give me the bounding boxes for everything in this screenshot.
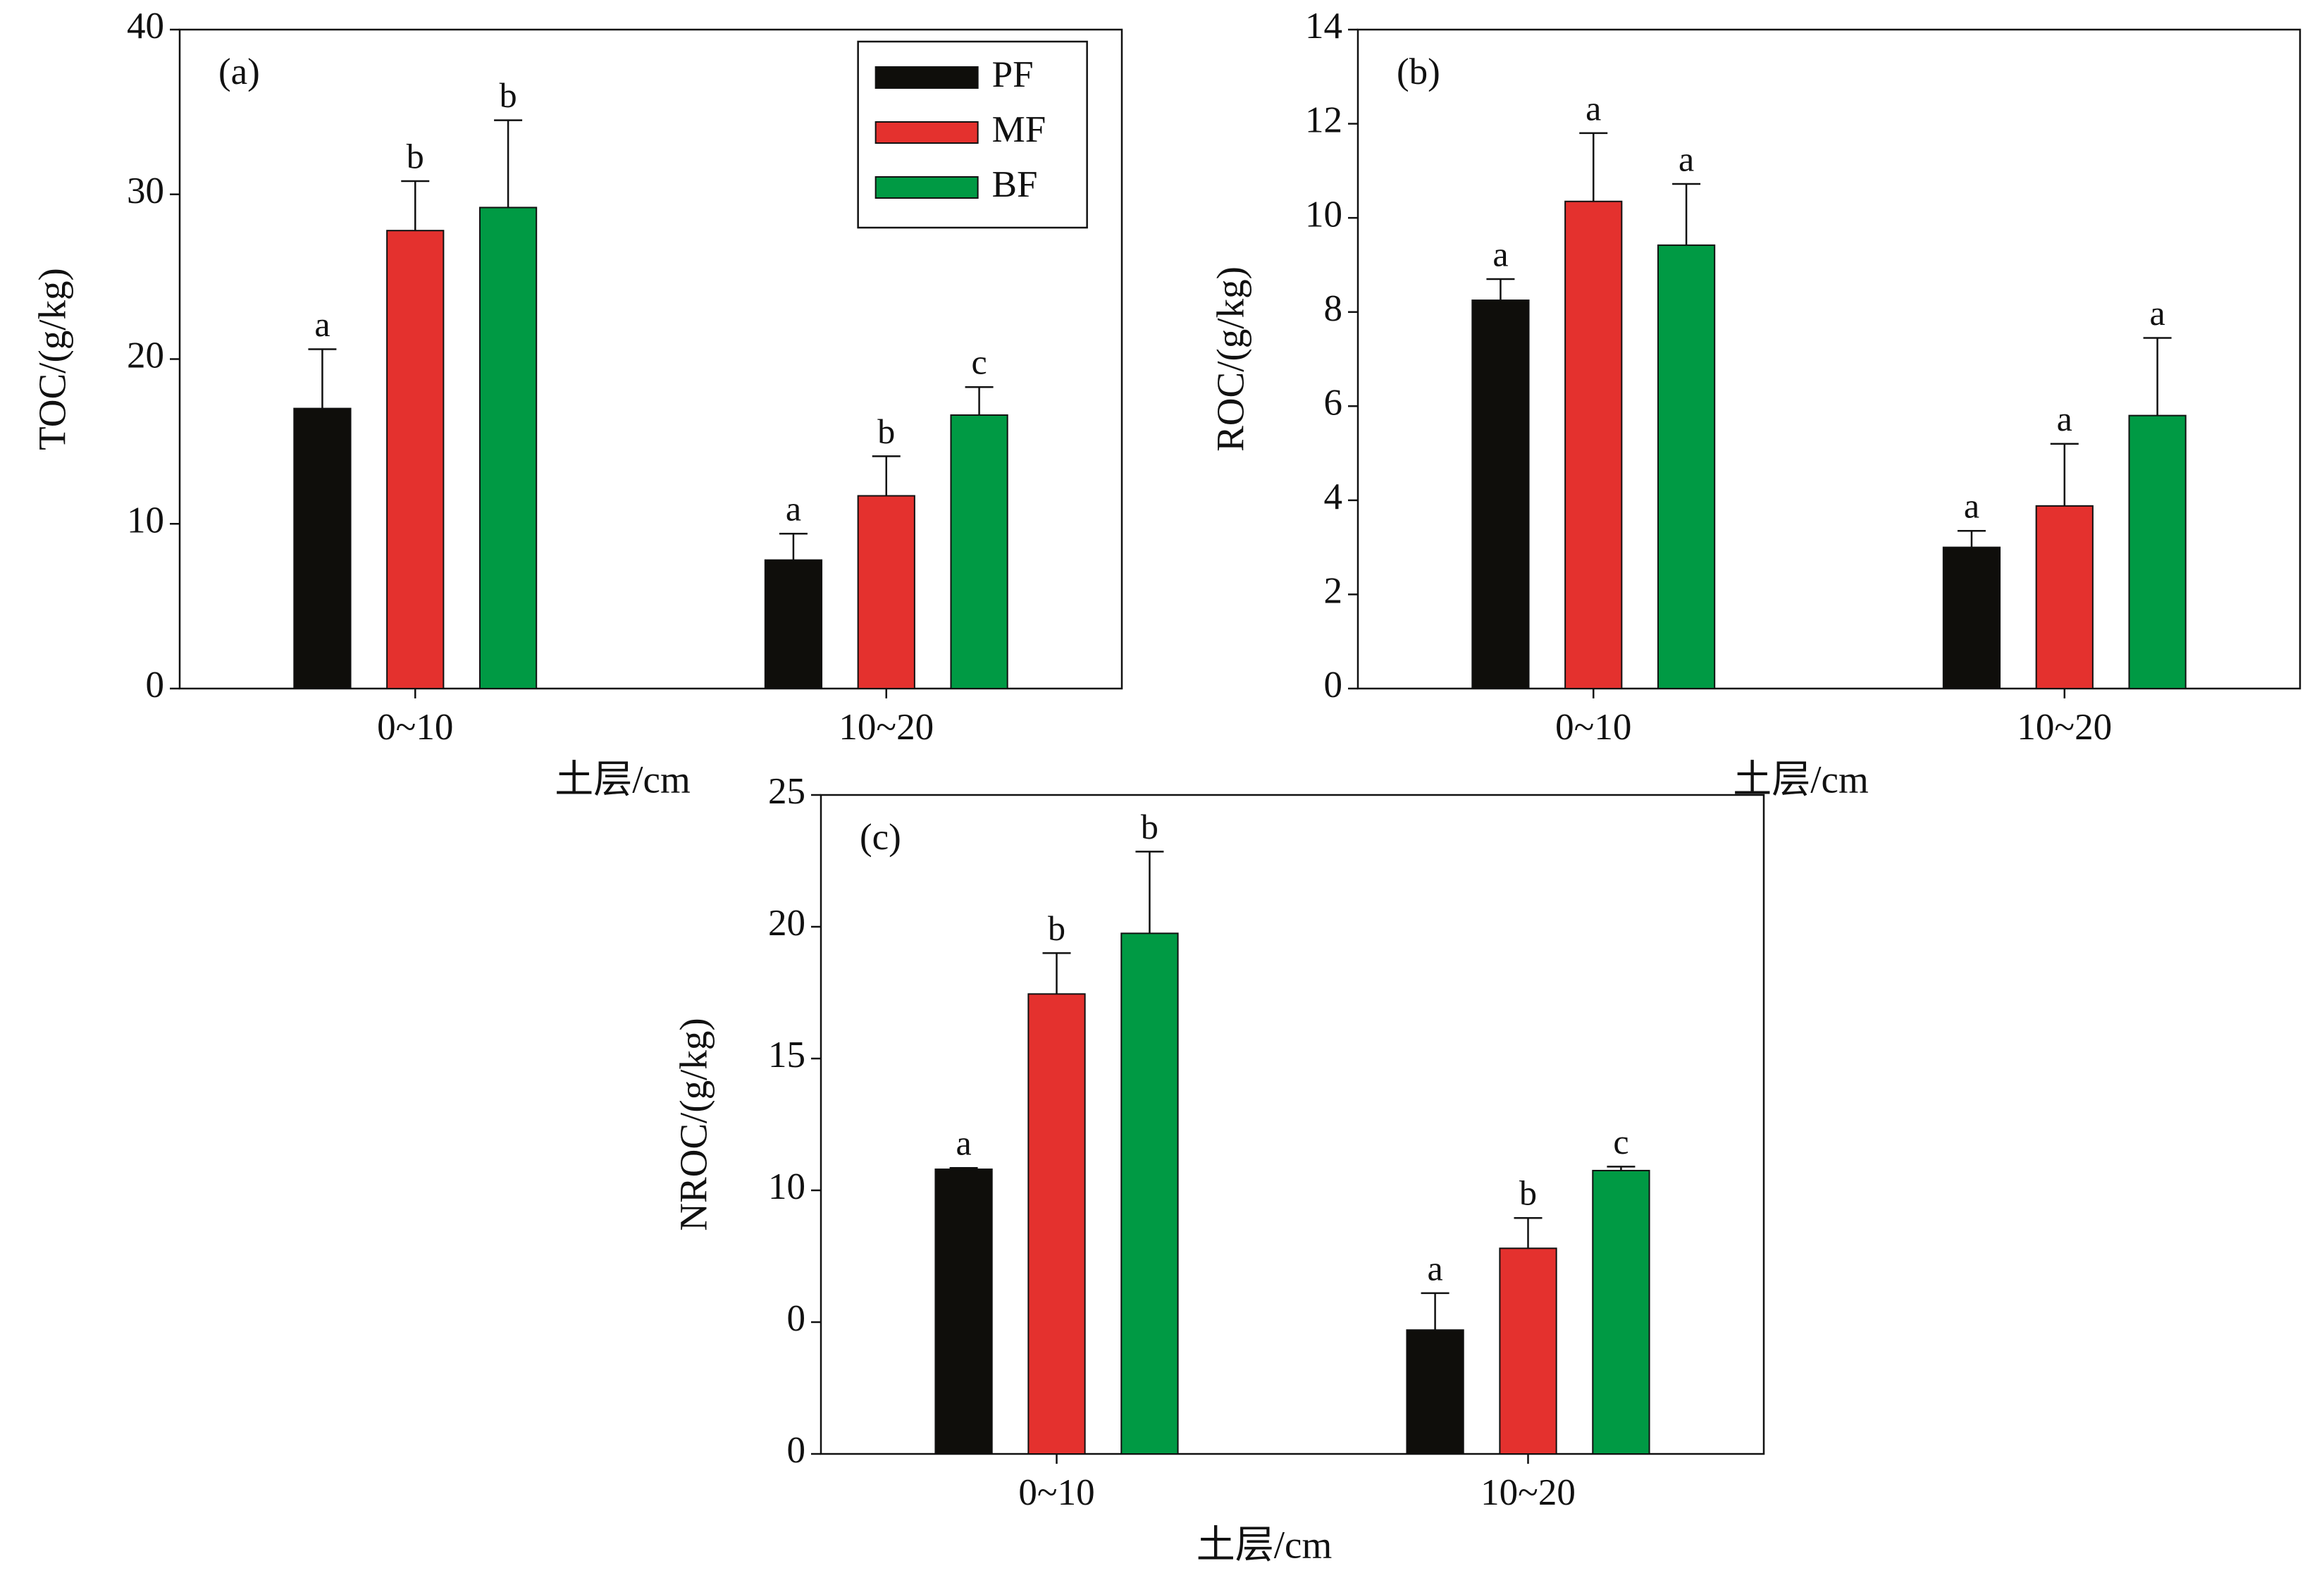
significance-letter: a xyxy=(1492,234,1508,273)
y-axis-label: TOC/(g/kg) xyxy=(31,268,74,450)
significance-letter: a xyxy=(1679,140,1694,179)
significance-letter: a xyxy=(956,1123,971,1163)
bar xyxy=(950,414,1008,689)
plot-frame xyxy=(1356,28,2301,690)
significance-letter: b xyxy=(1519,1173,1537,1213)
x-tick-label: 0~10 xyxy=(1018,1472,1094,1513)
significance-letter: a xyxy=(786,489,801,529)
y-tick-label: 10 xyxy=(768,1166,805,1207)
significance-letter: b xyxy=(1048,908,1065,948)
significance-letter: c xyxy=(971,343,987,382)
y-tick-label: 20 xyxy=(768,903,805,944)
bar xyxy=(1406,1329,1464,1455)
y-tick-label: 6 xyxy=(1324,382,1343,423)
bar xyxy=(2035,505,2094,689)
y-tick-label: 15 xyxy=(768,1035,805,1075)
legend-swatch xyxy=(874,66,979,89)
bar xyxy=(1120,932,1179,1455)
significance-letter: c xyxy=(1613,1122,1628,1161)
legend-label: BF xyxy=(992,164,1038,205)
significance-letter: b xyxy=(500,75,517,115)
y-tick-label: 8 xyxy=(1324,288,1343,329)
x-tick-label: 0~10 xyxy=(1555,707,1631,748)
bar xyxy=(1657,244,1716,689)
y-axis-label: NROC/(g/kg) xyxy=(672,1018,715,1231)
y-tick-label: 0 xyxy=(787,1298,806,1339)
bar xyxy=(1592,1169,1650,1455)
legend-label: PF xyxy=(992,54,1034,95)
y-tick-label: 12 xyxy=(1305,100,1342,141)
y-tick-label: 30 xyxy=(127,171,164,211)
bar xyxy=(293,407,352,689)
y-tick-label: 0 xyxy=(787,1430,806,1471)
y-tick-label: 14 xyxy=(1305,6,1342,47)
x-axis-label: 土层/cm xyxy=(1197,1524,1332,1567)
significance-letter: b xyxy=(407,137,424,176)
bar xyxy=(934,1168,993,1455)
bar xyxy=(857,495,915,689)
bar xyxy=(1027,993,1086,1455)
significance-letter: a xyxy=(1586,88,1601,128)
y-tick-label: 20 xyxy=(127,335,164,376)
significance-letter: b xyxy=(877,412,895,451)
x-tick-label: 10~20 xyxy=(839,707,934,748)
bar xyxy=(478,206,538,689)
bar xyxy=(386,230,445,689)
significance-letter: b xyxy=(1141,807,1158,846)
y-tick-label: 0 xyxy=(1324,665,1343,705)
bar xyxy=(1564,200,1623,689)
legend-swatch xyxy=(874,121,979,144)
panel-label: (c) xyxy=(860,817,901,858)
y-tick-label: 10 xyxy=(127,500,164,541)
significance-letter: a xyxy=(2057,399,2072,438)
x-axis-label: 土层/cm xyxy=(1733,758,1868,801)
significance-letter: a xyxy=(2149,293,2165,333)
y-tick-label: 4 xyxy=(1324,476,1343,517)
panel-label: (a) xyxy=(218,51,260,92)
bar xyxy=(2128,414,2187,690)
plot-frame xyxy=(820,794,1765,1455)
y-tick-label: 2 xyxy=(1324,571,1343,612)
x-tick-label: 0~10 xyxy=(377,707,453,748)
y-tick-label: 25 xyxy=(768,771,805,812)
bar xyxy=(764,559,823,689)
bar xyxy=(1471,300,1530,689)
bar xyxy=(1499,1247,1557,1455)
legend-swatch xyxy=(874,176,979,199)
significance-letter: a xyxy=(1964,486,1979,526)
panel-label: (b) xyxy=(1397,51,1440,92)
x-tick-label: 10~20 xyxy=(2017,707,2112,748)
legend-label: MF xyxy=(992,109,1046,150)
y-axis-label: ROC/(g/kg) xyxy=(1209,266,1252,452)
y-tick-label: 0 xyxy=(146,665,165,705)
y-tick-label: 10 xyxy=(1305,194,1342,235)
significance-letter: a xyxy=(1427,1248,1442,1288)
y-tick-label: 40 xyxy=(127,6,164,47)
significance-letter: a xyxy=(314,304,330,344)
bar xyxy=(1942,546,2001,690)
x-axis-label: 土层/cm xyxy=(555,758,690,801)
x-tick-label: 10~20 xyxy=(1481,1472,1576,1513)
